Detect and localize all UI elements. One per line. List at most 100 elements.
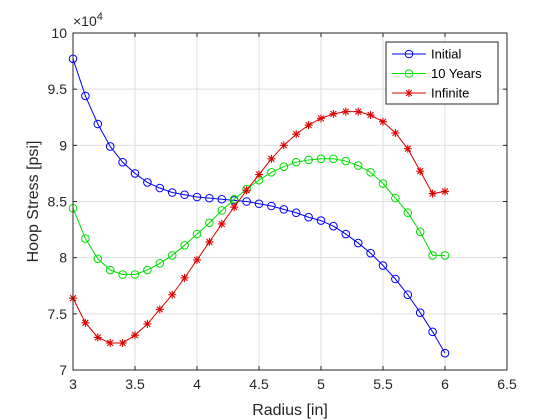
y-tick-label: 9.5	[48, 81, 68, 97]
data-point	[378, 261, 388, 270]
data-point	[267, 201, 276, 211]
x-tick-label: 6.5	[497, 376, 517, 392]
data-point	[118, 339, 127, 348]
data-point	[341, 229, 351, 239]
data-point	[316, 154, 326, 164]
legend-label: Infinite	[431, 86, 469, 101]
data-point	[341, 156, 351, 166]
data-point	[118, 157, 127, 167]
data-point	[366, 248, 375, 258]
data-point	[81, 318, 90, 327]
data-point	[255, 170, 263, 179]
data-point	[428, 189, 437, 198]
data-point	[341, 107, 350, 116]
data-point	[366, 111, 375, 120]
data-point	[379, 117, 387, 126]
y-tick-label: 8	[59, 250, 67, 266]
x-axis-label: Radius [in]	[252, 402, 328, 419]
data-point	[105, 265, 115, 275]
data-point	[440, 348, 450, 358]
series-1	[68, 54, 450, 358]
data-point	[242, 197, 251, 206]
data-point	[267, 154, 276, 163]
y-axis-exponent: ×104	[73, 11, 103, 29]
y-axis-label: Hoop Stress [psi]	[25, 141, 42, 263]
data-point	[205, 218, 214, 228]
legend-marker	[405, 89, 413, 97]
data-point	[230, 203, 239, 212]
data-point	[416, 167, 425, 176]
y-tick-label: 10	[51, 25, 67, 41]
x-tick-label: 6	[441, 376, 449, 392]
data-point	[391, 193, 400, 203]
data-point	[304, 212, 313, 222]
series-line	[72, 58, 446, 354]
x-tick-label: 4	[193, 376, 201, 392]
legend-marker	[404, 49, 414, 59]
data-point	[118, 270, 127, 279]
data-point	[440, 251, 450, 260]
data-point	[291, 208, 301, 218]
x-tick-label: 5.5	[373, 376, 393, 392]
data-point	[291, 157, 301, 167]
data-point	[329, 109, 338, 118]
series-line	[72, 158, 445, 276]
y-tick-label: 8.5	[48, 194, 68, 210]
y-tick-label: 7	[59, 362, 67, 378]
data-point	[415, 308, 425, 318]
data-point	[180, 241, 189, 250]
data-point	[143, 178, 152, 187]
data-point	[168, 290, 177, 299]
data-point	[329, 221, 338, 231]
data-point	[106, 339, 115, 348]
data-point	[353, 238, 363, 248]
data-point	[167, 188, 177, 197]
data-point	[242, 186, 251, 195]
data-point	[391, 274, 400, 284]
data-point	[441, 187, 449, 196]
data-point	[391, 128, 400, 137]
data-point	[403, 208, 413, 218]
data-point	[155, 258, 165, 268]
series-3	[69, 107, 449, 348]
data-point	[155, 305, 164, 314]
data-point	[192, 192, 202, 202]
y-axis-exponent-base: ×10	[73, 13, 97, 29]
data-point	[81, 234, 90, 243]
data-point	[292, 130, 301, 139]
data-point	[81, 91, 90, 101]
data-point	[428, 327, 437, 337]
data-point	[317, 114, 325, 123]
data-point	[279, 162, 289, 171]
series-2	[68, 154, 450, 279]
data-point	[180, 273, 189, 282]
data-point	[279, 205, 289, 214]
data-point	[93, 119, 103, 129]
data-point	[205, 193, 214, 203]
data-point	[304, 155, 313, 165]
legend-label: 10 Years	[431, 66, 482, 81]
data-point	[378, 179, 388, 188]
data-point	[193, 255, 201, 264]
data-point	[192, 229, 202, 239]
y-axis-exponent-power: 4	[97, 11, 103, 23]
data-point	[93, 333, 102, 342]
data-point	[267, 167, 276, 177]
data-point	[354, 107, 363, 116]
legend: Initial 10 Years Infinite	[385, 41, 499, 105]
data-point	[428, 251, 437, 260]
data-point	[415, 227, 425, 237]
data-point	[217, 219, 226, 228]
tick-layer: 3 3.5 4 4.5 5 5.5 6 6.5 7 7.5 8 8.5 9 9.5 10	[48, 25, 517, 392]
data-point	[329, 154, 338, 164]
data-point	[229, 194, 239, 204]
data-point	[403, 290, 413, 300]
data-point	[130, 169, 140, 178]
x-tick-label: 3.5	[125, 376, 145, 392]
legend-item: 10 Years	[392, 66, 482, 81]
data-point	[316, 216, 326, 225]
y-tick-label: 9	[59, 137, 67, 153]
data-point	[167, 251, 177, 260]
data-point	[155, 183, 165, 193]
